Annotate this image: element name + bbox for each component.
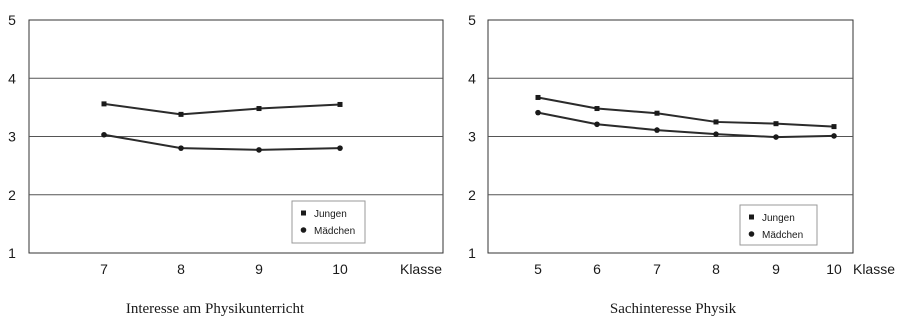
x-tick-label: 7 <box>100 261 108 277</box>
y-tick-label: 1 <box>468 245 476 261</box>
data-point-maedchen <box>654 127 660 133</box>
y-tick-label: 3 <box>8 129 16 145</box>
legend-label: Mädchen <box>314 226 355 237</box>
data-point-jungen <box>178 111 184 117</box>
data-point-maedchen <box>713 131 719 137</box>
data-point-jungen <box>337 101 343 107</box>
data-point-jungen <box>594 106 600 112</box>
data-point-jungen <box>713 119 719 125</box>
x-tick-label: 9 <box>772 261 780 277</box>
legend-marker-maedchen <box>300 227 307 233</box>
legend: Jungen Mädchen <box>291 200 366 244</box>
data-point-jungen <box>654 110 660 116</box>
series-line-mdchen <box>537 111 835 139</box>
x-tick-label: 6 <box>593 261 601 277</box>
x-tick-label: 8 <box>712 261 720 277</box>
x-axis-label: Klasse <box>400 261 442 277</box>
legend-box <box>291 200 366 244</box>
data-point-maedchen <box>101 131 107 138</box>
y-tick-label: 2 <box>468 187 476 203</box>
legend-marker-jungen <box>749 214 754 220</box>
x-tick-label: 7 <box>653 261 661 277</box>
x-tick-label: 10 <box>826 261 842 277</box>
data-point-jungen <box>773 121 779 127</box>
y-tick-label: 4 <box>8 70 16 86</box>
series-line-jungen <box>537 96 835 128</box>
x-tick-label: 10 <box>332 261 348 277</box>
data-point-jungen <box>831 124 837 130</box>
chart-sachinteresse-physik: 1 2 3 4 5 5 6 7 8 9 10 Jungen Mädchen Klasse Sachi… <box>468 12 895 317</box>
x-tick-label: 9 <box>255 261 263 277</box>
legend-label: Jungen <box>762 213 795 224</box>
series-line-mdchen <box>103 133 341 151</box>
series-line-jungen <box>103 102 341 116</box>
data-point-maedchen <box>773 134 779 140</box>
y-tick-label: 5 <box>468 12 476 28</box>
x-tick-label: 8 <box>177 261 185 277</box>
y-tick-label: 3 <box>468 129 476 145</box>
y-tick-label: 5 <box>8 12 16 28</box>
legend-marker-maedchen <box>748 231 755 237</box>
x-tick-label: 5 <box>534 261 542 277</box>
legend-label: Jungen <box>314 209 347 220</box>
data-point-maedchen <box>831 133 837 139</box>
chart-caption: Sachinteresse Physik <box>610 301 737 317</box>
data-point-jungen <box>256 106 262 112</box>
chart-interesse-am-physikunterricht: 1 2 3 4 5 7 8 9 10 Jungen Mädchen Klasse Interes… <box>8 12 444 317</box>
y-tick-label: 1 <box>8 245 16 261</box>
y-tick-label: 2 <box>8 187 16 203</box>
legend-marker-jungen <box>301 210 306 216</box>
data-point-jungen <box>535 94 541 100</box>
data-point-maedchen <box>256 147 262 153</box>
data-point-jungen <box>101 101 107 107</box>
chart-caption: Interesse am Physikunterricht <box>126 301 305 317</box>
data-point-maedchen <box>178 145 184 151</box>
legend: Jungen Mädchen <box>739 204 818 246</box>
data-point-maedchen <box>337 145 343 151</box>
legend-label: Mädchen <box>762 230 803 241</box>
data-point-maedchen <box>594 121 600 128</box>
x-axis-label: Klasse <box>853 261 895 277</box>
legend-box <box>739 204 818 246</box>
data-point-maedchen <box>535 109 541 116</box>
y-tick-label: 4 <box>468 70 476 86</box>
